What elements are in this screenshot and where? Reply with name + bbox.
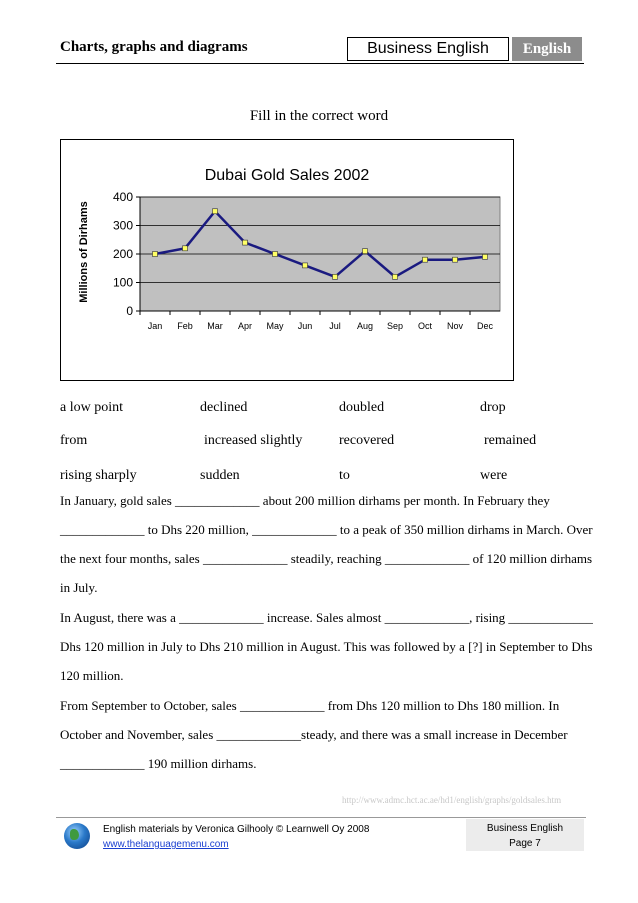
word-bank-item: sudden xyxy=(200,468,240,483)
header-divider xyxy=(56,63,584,64)
word-bank-item: from xyxy=(60,433,88,448)
x-tick-label: Dec xyxy=(477,321,494,331)
instruction: Fill in the correct word xyxy=(249,108,389,124)
word-bank-item: remained xyxy=(484,433,537,448)
y-tick-label: 400 xyxy=(113,190,133,204)
data-point xyxy=(362,248,368,254)
data-point xyxy=(152,251,158,257)
text-line: the next four months, sales ____________… xyxy=(60,551,593,566)
document-title: Charts, graphs and diagrams xyxy=(60,39,248,55)
y-tick-label: 100 xyxy=(113,276,133,290)
text-line: In January, gold sales _____________ abo… xyxy=(60,493,550,508)
x-tick-label: Jul xyxy=(329,321,341,331)
chart-frame: Dubai Gold Sales 2002 Millions of Dirham… xyxy=(60,139,514,381)
line-chart: Dubai Gold Sales 2002 Millions of Dirham… xyxy=(78,167,501,331)
data-point xyxy=(212,208,218,215)
word-bank-item: doubled xyxy=(339,400,385,415)
word-bank-item: declined xyxy=(200,400,248,415)
text-line: _____________ 190 million dirhams. xyxy=(60,756,257,771)
x-tick-label: May xyxy=(266,321,284,331)
x-tick-label: Jan xyxy=(148,321,163,331)
x-tick-label: Sep xyxy=(387,321,403,331)
text-line: in July. xyxy=(60,580,98,595)
data-point xyxy=(182,245,188,252)
data-point xyxy=(272,251,278,257)
chart-title: Dubai Gold Sales 2002 xyxy=(205,167,370,184)
page-number: Page 7 xyxy=(509,838,541,849)
data-point xyxy=(242,239,248,246)
footer-credit-block: English materials by Veronica Gilhooly ©… xyxy=(103,822,369,852)
y-axis-label: Millions of Dirhams xyxy=(78,201,90,302)
footer-page-box: Business English Page 7 xyxy=(466,819,584,851)
word-bank-item: rising sharply xyxy=(60,468,137,483)
word-bank-item: drop xyxy=(480,400,506,415)
data-point xyxy=(422,256,428,263)
text-line: Dhs 120 million in July to Dhs 210 milli… xyxy=(60,639,593,654)
footer-divider xyxy=(56,817,586,818)
footer-link[interactable]: www.thelanguagemenu.com xyxy=(103,839,229,850)
header-tab-label: English xyxy=(512,37,582,61)
y-tick-label: 0 xyxy=(126,304,133,318)
x-tick-label: Nov xyxy=(447,321,464,331)
data-point xyxy=(392,274,398,280)
globe-icon xyxy=(64,823,90,849)
data-point xyxy=(302,262,308,269)
footer-right-title: Business English xyxy=(486,823,564,834)
text-line: From September to October, sales _______… xyxy=(60,698,560,713)
data-point xyxy=(482,254,488,260)
text-line: October and November, sales ____________… xyxy=(60,727,568,742)
x-tick-label: Apr xyxy=(238,321,252,331)
word-bank-item: recovered xyxy=(339,433,395,448)
word-bank-item: to xyxy=(339,468,350,483)
series-line xyxy=(154,209,486,279)
x-tick-label: Aug xyxy=(357,321,373,331)
x-tick-label: Jun xyxy=(298,321,313,331)
data-point xyxy=(452,256,458,263)
header-box-label: Business English xyxy=(347,37,509,61)
data-point xyxy=(332,274,338,280)
text-line: _____________ to Dhs 220 million, ______… xyxy=(60,522,593,537)
x-tick-label: Mar xyxy=(207,321,223,331)
word-bank-item: increased slightly xyxy=(204,433,303,448)
text-line: In August, there was a _____________ inc… xyxy=(60,610,593,625)
word-bank-item: a low point xyxy=(60,400,123,415)
x-tick-label: Feb xyxy=(177,321,193,331)
y-tick-label: 200 xyxy=(113,247,133,261)
source-url: http://www.admc.hct.ac.ae/hd1/english/gr… xyxy=(342,795,562,805)
y-tick-label: 300 xyxy=(113,219,133,233)
word-bank-item: were xyxy=(480,468,508,483)
text-line: 120 million. xyxy=(60,668,124,683)
x-tick-label: Oct xyxy=(418,321,433,331)
footer-credit: English materials by Veronica Gilhooly ©… xyxy=(103,824,370,835)
